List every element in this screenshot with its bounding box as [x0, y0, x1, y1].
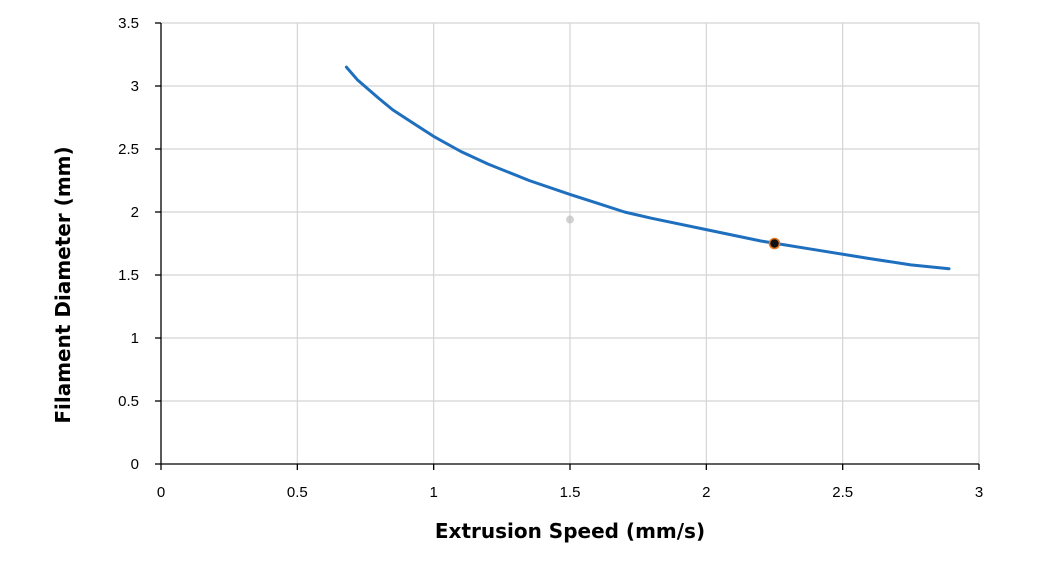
y-tick-label: 2.5: [118, 141, 139, 158]
axes: [155, 22, 980, 470]
markers: [566, 215, 781, 250]
x-tick-label: 0: [157, 484, 165, 501]
x-axis-title: Extrusion Speed (mm/s): [435, 519, 705, 543]
x-tick-label: 2.5: [832, 484, 853, 501]
y-tick-label: 1: [131, 330, 139, 347]
y-tick-label: 3: [131, 78, 139, 95]
x-tick-label: 0.5: [287, 484, 308, 501]
y-tick-label: 0: [131, 456, 139, 473]
x-tick-label: 2: [702, 484, 710, 501]
y-tick-label: 0.5: [118, 393, 139, 410]
x-tick-label: 3: [975, 484, 983, 501]
series-line: [344, 65, 951, 271]
grid: [161, 22, 980, 464]
series: [344, 65, 951, 271]
x-tick-labels: 0 0.5 1 1.5 2 2.5 3: [157, 484, 983, 501]
y-tick-label: 3.5: [118, 15, 139, 32]
x-tick-label: 1.5: [560, 484, 581, 501]
highlighted-data-point: [768, 237, 781, 250]
faint-data-point: [566, 215, 574, 224]
y-tick-labels: 0 0.5 1 1.5 2 2.5 3 3.5: [118, 15, 139, 473]
y-axis-title: Filament Diameter (mm): [51, 146, 75, 423]
y-tick-label: 1.5: [118, 267, 139, 284]
x-tick-label: 1: [429, 484, 437, 501]
y-tick-label: 2: [131, 204, 139, 221]
